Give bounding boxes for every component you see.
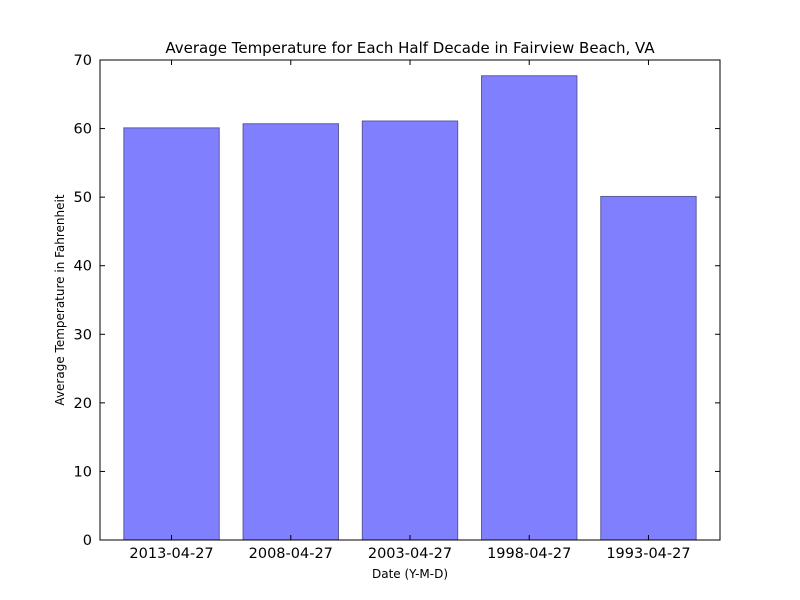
y-axis-label: Average Temperature in Fahrenheit <box>53 194 67 405</box>
bars-group <box>123 75 697 541</box>
x-tick-label: 2013-04-27 <box>129 546 213 562</box>
y-tick-label: 10 <box>74 464 92 480</box>
bar-1998-04-27 <box>481 75 578 541</box>
x-tick-label: 2003-04-27 <box>368 546 452 562</box>
x-axis-label: Date (Y-M-D) <box>372 567 448 581</box>
x-tick-label: 1998-04-27 <box>487 546 571 562</box>
bar-1993-04-27 <box>600 195 697 541</box>
y-tick-label: 20 <box>74 396 92 412</box>
x-axis-ticks: 2013-04-27 2008-04-27 2003-04-27 1998-04-27… <box>129 60 691 562</box>
y-tick-label: 30 <box>74 327 92 343</box>
bar-2013-04-27 <box>123 127 220 541</box>
y-axis-ticks: 0 10 20 30 40 50 60 70 <box>74 53 720 549</box>
chart-title: Average Temperature for Each Half Decade… <box>165 39 655 57</box>
y-tick-label: 60 <box>74 122 92 138</box>
x-tick-label: 1993-04-27 <box>606 546 690 562</box>
bar-2003-04-27 <box>361 120 459 541</box>
x-tick-label: 2008-04-27 <box>249 546 333 562</box>
bar-2008-04-27 <box>242 123 339 541</box>
y-tick-label: 70 <box>74 53 92 69</box>
y-tick-label: 50 <box>74 190 92 206</box>
y-tick-label: 40 <box>74 259 92 275</box>
y-tick-label: 0 <box>83 533 92 549</box>
